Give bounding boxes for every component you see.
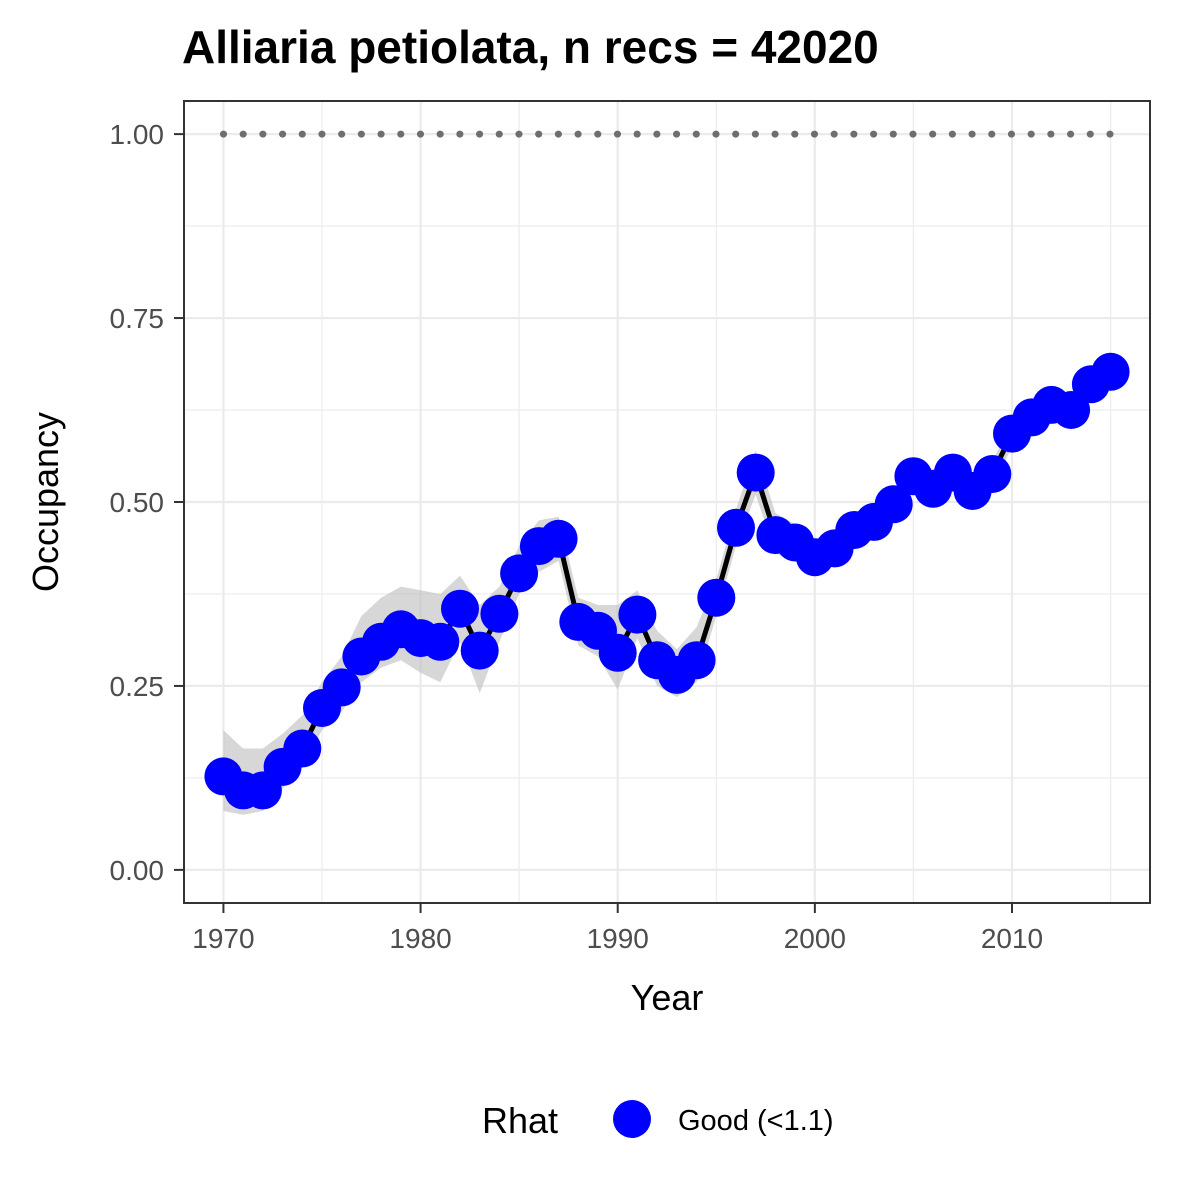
data-point <box>441 589 479 628</box>
data-point <box>677 641 716 680</box>
y-tick-label: 0.75 <box>110 303 165 334</box>
data-point <box>973 455 1012 493</box>
data-point <box>480 594 519 633</box>
x-tick-label: 2010 <box>981 923 1043 954</box>
data-point <box>618 595 657 634</box>
data-point <box>736 453 775 492</box>
y-tick-label: 0.50 <box>110 487 165 518</box>
y-tick-label: 0.00 <box>110 855 165 886</box>
x-tick-label: 1990 <box>587 923 649 954</box>
data-point <box>460 631 499 670</box>
legend-key-point <box>613 1100 651 1138</box>
ribbon-area <box>223 362 1111 815</box>
x-tick-label: 1980 <box>389 923 451 954</box>
y-tick-label: 0.25 <box>110 671 165 702</box>
credible-interval-ribbon <box>223 362 1111 815</box>
y-axis-title: Occupancy <box>25 412 66 592</box>
data-point <box>874 485 913 524</box>
data-point <box>717 508 755 547</box>
x-tick-label: 1970 <box>192 923 254 954</box>
data-point <box>598 633 637 672</box>
chart-title: Alliaria petiolata, n recs = 42020 <box>182 21 879 73</box>
legend-entry-label: Good (<1.1) <box>678 1105 834 1137</box>
data-point <box>1052 391 1091 429</box>
x-axis-title: Year <box>631 977 704 1018</box>
data-point <box>697 578 736 617</box>
axes: 1970 1980 1990 2000 2010 0.00 0.25 0.50 0.75 1.00 <box>110 119 1044 954</box>
data-point <box>1091 352 1130 391</box>
series-points <box>204 352 1130 810</box>
data-point <box>322 668 361 707</box>
y-tick-label: 1.00 <box>110 119 165 150</box>
data-point <box>500 554 539 593</box>
data-point <box>539 519 578 558</box>
data-point <box>283 729 322 768</box>
data-point <box>421 622 460 661</box>
legend: Rhat Good (<1.1) <box>482 1100 834 1141</box>
x-tick-label: 2000 <box>784 923 846 954</box>
legend-title: Rhat <box>482 1100 558 1141</box>
